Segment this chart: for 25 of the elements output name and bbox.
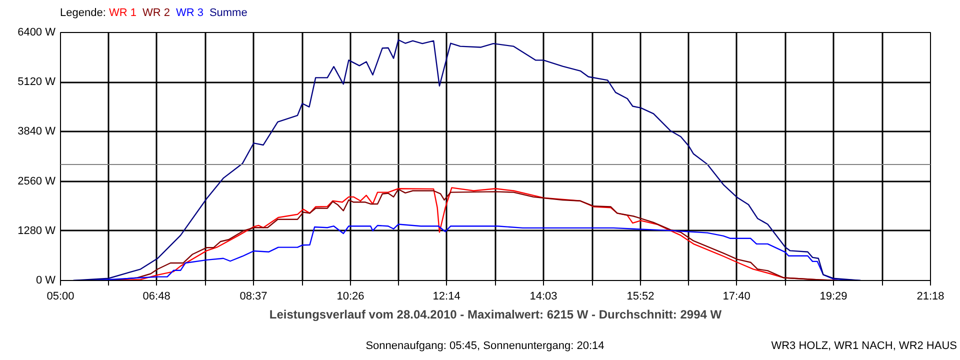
x-tick-label: 12:14 [432, 290, 460, 302]
y-tick-label: 1280 W [18, 224, 56, 237]
legend-title: Legende: [60, 7, 107, 19]
x-tick-label: 08:37 [240, 290, 268, 302]
text: WR3 HOLZ, WR1 NACH, WR2 HAUS [771, 339, 957, 354]
text: WR 1 [108, 7, 136, 19]
text: WR 2 [142, 7, 170, 19]
x-tick-label: 19:29 [820, 290, 848, 302]
x-tick-label: 06:48 [142, 290, 170, 302]
y-tick-label: 5120 W [18, 76, 56, 88]
x-tick-label: 14:03 [530, 290, 558, 302]
x-tick-label: 21:18 [916, 290, 944, 302]
y-tick-label: 3840 W [18, 126, 56, 138]
x-tick-label: 10:26 [336, 290, 364, 302]
x-tick-label: 17:40 [722, 290, 750, 302]
y-tick-label: 0 W [36, 274, 56, 286]
text: WR 3 [176, 7, 204, 19]
y-tick-label: 2560 W [18, 175, 56, 188]
x-tick-label: 05:00 [46, 290, 74, 302]
line-series [72, 39, 862, 280]
x-tick-label: 15:52 [626, 290, 654, 302]
text: Sonnenaufgang: 05:45, Sonnenuntergang: 20:14 [366, 340, 604, 352]
y-tick-label: 6400 W [18, 26, 56, 38]
x-axis-title: Leistungsverlauf vom 28.04.2010 - Maximalwert: 6215 W - Durchschnitt: 2994 W [269, 308, 722, 322]
text: Summe [209, 7, 248, 19]
